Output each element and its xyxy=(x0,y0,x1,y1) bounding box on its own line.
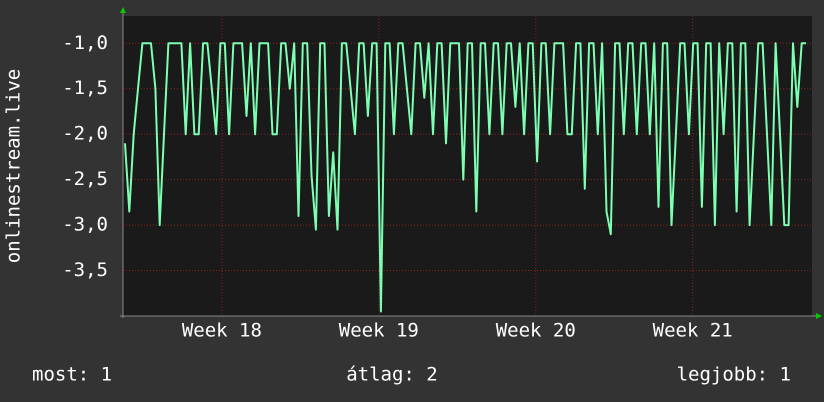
series xyxy=(124,42,806,313)
x-tick-label: Week 20 xyxy=(496,320,576,342)
y-arrow xyxy=(120,7,126,13)
y-axis-label: onlinestream.live xyxy=(3,69,25,263)
stat-average: átlag: 2 xyxy=(346,364,438,386)
stat-best: legjobb: 1 xyxy=(677,364,791,386)
y-tick-label: -3,0 xyxy=(62,214,108,236)
y-tick-label: -2,0 xyxy=(62,123,108,145)
y-tick-label: -1,5 xyxy=(62,77,108,99)
x-arrow xyxy=(816,313,822,319)
x-tick-label: Week 18 xyxy=(182,320,262,342)
stat-current: most: 1 xyxy=(32,364,112,386)
series-line xyxy=(124,42,806,313)
x-tick-label: Week 21 xyxy=(653,320,733,342)
y-tick-label: -3,5 xyxy=(62,259,108,281)
y-tick-label: -1,0 xyxy=(62,32,108,54)
x-tick-label: Week 19 xyxy=(339,320,419,342)
y-tick-label: -2,5 xyxy=(62,168,108,190)
